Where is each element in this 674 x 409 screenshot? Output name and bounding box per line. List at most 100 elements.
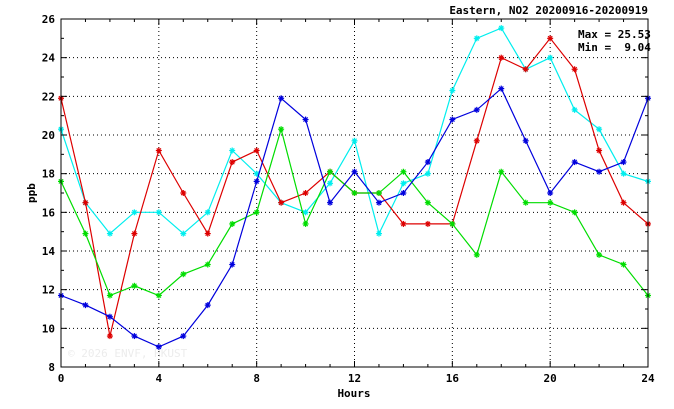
data-point: [449, 116, 456, 123]
data-point: [351, 190, 358, 196]
y-tick-label: 18: [42, 168, 55, 181]
watermark: © 2026 ENVF, HKUST: [68, 347, 188, 360]
data-point: [424, 199, 431, 206]
data-point: [424, 159, 431, 166]
data-point: [522, 66, 529, 73]
data-point: [180, 190, 187, 196]
data-point: [375, 230, 382, 237]
x-axis-title: Hours: [337, 387, 370, 400]
data-point: [424, 170, 431, 177]
data-point: [204, 261, 211, 268]
data-point: [204, 230, 211, 237]
data-point: [204, 302, 211, 309]
data-point: [522, 199, 529, 206]
data-point: [596, 251, 603, 258]
data-point: [620, 159, 627, 166]
data-point: [375, 199, 382, 206]
min-label: Min = 9.04: [578, 41, 651, 54]
data-point: [82, 230, 89, 237]
data-point: [400, 190, 407, 196]
data-point: [155, 343, 162, 350]
y-tick-label: 24: [42, 52, 56, 65]
data-point: [596, 147, 603, 154]
data-point: [180, 333, 187, 340]
max-label: Max = 25.53: [578, 28, 651, 41]
data-point: [278, 199, 285, 206]
x-tick-label: 24: [641, 372, 655, 385]
data-point: [229, 147, 236, 154]
series-3: [58, 126, 651, 299]
data-point: [400, 220, 407, 227]
data-point: [253, 209, 260, 216]
data-point: [473, 137, 480, 144]
data-point: [473, 35, 480, 42]
y-tick-label: 14: [42, 245, 56, 258]
data-point: [82, 302, 89, 309]
data-point: [229, 159, 236, 166]
data-point: [620, 199, 627, 206]
data-point: [327, 168, 334, 175]
data-point: [180, 271, 187, 278]
data-point: [106, 313, 113, 320]
data-point: [278, 126, 285, 133]
data-point: [571, 159, 578, 166]
data-point: [571, 106, 578, 113]
data-point: [596, 126, 603, 133]
y-tick-label: 16: [42, 206, 56, 219]
data-point: [571, 209, 578, 216]
y-tick-label: 22: [42, 90, 55, 103]
data-point: [302, 116, 309, 123]
y-tick-label: 20: [42, 129, 55, 142]
data-point: [106, 230, 113, 237]
series-line: [60, 27, 649, 236]
data-point: [547, 199, 554, 206]
data-point: [131, 333, 138, 340]
data-point: [302, 220, 309, 227]
x-tick-label: 4: [156, 372, 163, 385]
y-axis-title: ppb: [25, 183, 38, 203]
y-tick-label: 10: [42, 322, 55, 335]
data-point: [473, 106, 480, 113]
data-point: [327, 199, 334, 206]
data-point: [620, 170, 627, 177]
data-point: [547, 54, 554, 61]
data-point: [473, 251, 480, 258]
data-point: [498, 54, 505, 61]
data-point: [106, 292, 113, 299]
data-point: [229, 261, 236, 268]
data-point: [547, 35, 554, 42]
data-point: [131, 282, 138, 289]
data-point: [278, 95, 285, 102]
data-point: [547, 190, 554, 196]
data-point: [155, 292, 162, 299]
data-point: [229, 220, 236, 227]
data-point: [82, 199, 89, 206]
x-tick-label: 20: [544, 372, 557, 385]
y-tick-label: 26: [42, 13, 56, 26]
data-point: [424, 220, 431, 227]
chart-title: Eastern, NO2 20200916-20200919: [449, 4, 648, 17]
axis-ticks: 0 4 8 12 16 20 24 8 10 12 14 16 18 20 22 24 26: [42, 13, 655, 385]
data-point: [522, 137, 529, 144]
data-point: [498, 168, 505, 175]
data-point: [253, 178, 260, 185]
x-tick-label: 12: [348, 372, 361, 385]
data-point: [620, 261, 627, 268]
data-point: [302, 190, 309, 196]
y-tick-label: 8: [48, 361, 55, 374]
x-tick-label: 8: [253, 372, 260, 385]
data-point: [449, 87, 456, 94]
data-point: [351, 168, 358, 175]
data-point: [498, 25, 505, 32]
series-4: [58, 85, 651, 350]
data-point: [155, 209, 162, 216]
series-layer: [58, 25, 651, 350]
data-point: [106, 333, 113, 340]
data-point: [302, 209, 309, 216]
series-1: [58, 25, 651, 237]
data-point: [596, 168, 603, 175]
data-point: [449, 220, 456, 227]
data-point: [131, 209, 138, 216]
data-point: [400, 180, 407, 187]
